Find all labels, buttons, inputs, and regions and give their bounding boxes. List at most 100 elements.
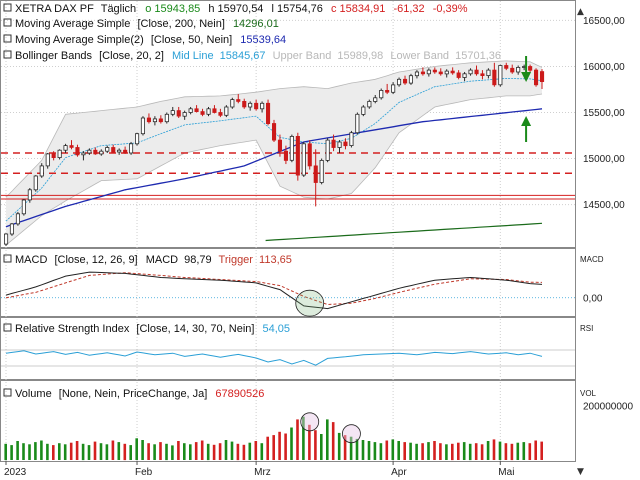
volume-bar (468, 443, 472, 461)
volume-bar (326, 419, 329, 460)
candle (301, 141, 306, 177)
svg-text:Relative Strength Index: Relative Strength Index [Close, 14, 30, … (15, 323, 290, 335)
candle (87, 148, 92, 155)
close-value: c 15834,91 (331, 3, 385, 15)
candlesticks (4, 62, 545, 246)
volume-bar (111, 440, 115, 460)
volume-bar (266, 436, 269, 460)
volume-bar (69, 442, 73, 460)
volume-bar (206, 443, 210, 461)
volume-bar (385, 440, 389, 460)
candle (111, 144, 116, 154)
candle (319, 158, 324, 185)
volume-bar (367, 441, 371, 460)
candle (123, 146, 128, 154)
x-tick-label: 2023 (4, 467, 27, 478)
volume-bar (474, 443, 478, 460)
candle (289, 134, 294, 163)
candle (134, 132, 140, 146)
volume-bar (361, 440, 365, 460)
price-y-axis: 14500,00 15000,00 15500,00 16000,00 16500,00 (583, 16, 625, 211)
ma200-params: [Close, 200, Nein] (137, 18, 224, 30)
macd-label: MACD (15, 254, 47, 266)
candle (242, 98, 247, 109)
candle (510, 64, 515, 74)
volume-bar (159, 442, 162, 460)
legend-swatch-bb (3, 50, 12, 59)
candle (468, 68, 473, 76)
candle (391, 82, 396, 95)
candle (15, 211, 20, 226)
volume-bar (224, 440, 228, 460)
bb-fill (6, 60, 542, 246)
volume-bar (373, 442, 377, 460)
volume-bar (58, 443, 61, 460)
candle (498, 64, 503, 87)
candle (528, 64, 533, 72)
macd-value-label: MACD (146, 254, 178, 266)
volume-bar (22, 443, 25, 460)
volume-bar (355, 438, 359, 460)
candle (69, 140, 74, 150)
candle (75, 144, 80, 157)
volume-bar (498, 441, 502, 460)
high-value: h 15970,54 (208, 3, 263, 15)
volume-bar (480, 444, 484, 460)
volume-label: Volume (15, 388, 52, 400)
legend-swatch-ma200 (3, 18, 12, 27)
volume-bar (260, 443, 264, 460)
volume-bar (296, 419, 299, 460)
volume-bar (343, 435, 347, 460)
volume-bar (534, 440, 537, 460)
expand-icon[interactable]: ▼ (577, 467, 584, 477)
candle (396, 77, 402, 87)
volume-bar (81, 443, 85, 461)
volume-bar (135, 438, 138, 460)
trigger-line (5, 272, 543, 306)
candle (277, 134, 282, 157)
candle (81, 151, 86, 161)
candle (361, 105, 366, 117)
volume-bar (451, 443, 454, 461)
volume-bar (314, 430, 317, 460)
volume-bar (218, 443, 222, 460)
candle (379, 88, 384, 100)
candle (271, 119, 277, 142)
volume-bar (308, 424, 311, 460)
candle (492, 62, 497, 87)
candle (444, 69, 449, 78)
volume-bar (177, 441, 180, 460)
volume-bar (516, 442, 520, 460)
candle (432, 67, 437, 74)
volume-bar (123, 443, 127, 461)
candle (265, 99, 271, 126)
candle (45, 153, 50, 169)
volume-bar (504, 443, 508, 460)
macd-panel-tag: MACD (580, 255, 604, 264)
volume-bar (445, 444, 448, 460)
volume-bar (284, 433, 287, 460)
bb-lower-label: Lower Band (390, 50, 449, 62)
bb-mid-label: Mid Line (172, 50, 214, 62)
candle (33, 175, 38, 192)
collapse-icon[interactable]: ▲ (577, 7, 584, 17)
ma50-label: Moving Average Simple(2) (15, 34, 144, 46)
volume-bar (272, 435, 275, 460)
candle (236, 94, 241, 104)
macd-panel: 0,00 (1, 271, 603, 317)
candle (254, 99, 259, 111)
candle (516, 65, 521, 75)
volume-bar (337, 432, 341, 460)
candle (426, 68, 431, 77)
volume-bar (28, 444, 31, 460)
change-value: -61,32 (393, 3, 424, 15)
legend-swatch-rsi (3, 323, 12, 332)
bb-upper-band (5, 60, 543, 198)
volume-bar (433, 441, 436, 460)
price-panel-frame (0, 0, 576, 248)
macd-tick-label: 0,00 (583, 293, 603, 304)
candle (63, 143, 68, 154)
candle (39, 163, 44, 178)
candle (355, 112, 360, 135)
candle (402, 75, 408, 85)
